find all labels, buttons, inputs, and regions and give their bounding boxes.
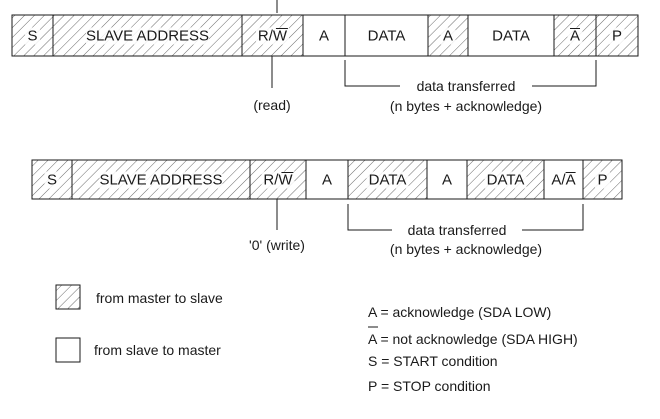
frame_write-field-2: R/W (249, 159, 307, 200)
rw-read-note: (read) (253, 97, 290, 113)
def-not-acknowledge: A = not acknowledge (SDA HIGH) (368, 331, 578, 347)
frame_read-field-3: A (302, 14, 346, 57)
def-acknowledge: A = acknowledge (SDA LOW) (368, 304, 551, 320)
transfer-label-write: data transferred (408, 222, 507, 238)
frame_read-field-5: A (427, 14, 469, 57)
frame_write-field-label-5: A (442, 172, 452, 189)
frame_read-field-1: SLAVE ADDRESS (52, 14, 243, 57)
frame_read-field-4: DATA (344, 14, 429, 57)
transfer-bracket-write (347, 204, 584, 231)
frame_write-field-6: DATA (466, 159, 545, 200)
frame_write-field-label-0: S (47, 172, 57, 189)
def-stop: P = STOP condition (368, 378, 491, 394)
frame-read: S SLAVE ADDRESS R/W A DATA A DATA A P (11, 14, 639, 57)
frame_read-field-label-5: A (443, 28, 453, 45)
frame_read-field-label-4: DATA (368, 28, 406, 45)
frame_write-field-1: SLAVE ADDRESS (71, 159, 251, 200)
frame_read-field-8: P (595, 14, 639, 57)
frame_read-field-label-1: SLAVE ADDRESS (86, 28, 209, 45)
frame_read-field-0: S (11, 14, 54, 57)
frame_read-field-2: R/W (241, 14, 304, 57)
frame_write-field-label-3: A (322, 172, 332, 189)
legend-master-to-slave: from master to slave (96, 290, 223, 306)
frame_write-field-label-2: R/W (263, 172, 293, 189)
frame_read-field-label-2: R/W (258, 28, 288, 45)
frame_write-field-4: DATA (347, 159, 428, 200)
frame_write-field-label-6: DATA (487, 172, 525, 189)
legend-plain-swatch (55, 337, 81, 363)
frame-write: S SLAVE ADDRESS R/W A DATA A DATA A/A P (31, 159, 623, 200)
transfer-label-read: data transferred (417, 78, 516, 94)
transfer-sublabel-read: (n bytes + acknowledge) (390, 98, 542, 114)
frame_read-field-label-8: P (612, 28, 622, 45)
frame_read-field-6: DATA (467, 14, 555, 57)
frame_read-field-label-7: A (570, 28, 580, 45)
legend-slave-to-master: from slave to master (94, 342, 221, 358)
transfer-sublabel-write: (n bytes + acknowledge) (390, 241, 542, 257)
frame_write-field-label-4: DATA (369, 172, 407, 189)
frame_read-field-7: A (553, 14, 597, 57)
frame_write-field-8: P (582, 159, 623, 200)
rw-write-note: '0' (write) (249, 237, 305, 253)
frame_read-field-label-0: S (27, 28, 37, 45)
frame_read-field-label-3: A (319, 28, 329, 45)
transfer-bracket-read (344, 60, 597, 87)
def-start: S = START condition (368, 353, 498, 369)
legend-hatched-swatch (55, 284, 81, 310)
frame_write-field-5: A (426, 159, 468, 200)
frame_read-field-label-6: DATA (492, 28, 530, 45)
frame_write-field-7: A/A (543, 159, 584, 200)
frame_write-field-label-1: SLAVE ADDRESS (99, 172, 222, 189)
frame_write-field-0: S (31, 159, 73, 200)
frame_write-field-3: A (305, 159, 349, 200)
frame_write-field-label-7: A/A (551, 172, 575, 189)
frame_write-field-label-8: P (597, 172, 607, 189)
